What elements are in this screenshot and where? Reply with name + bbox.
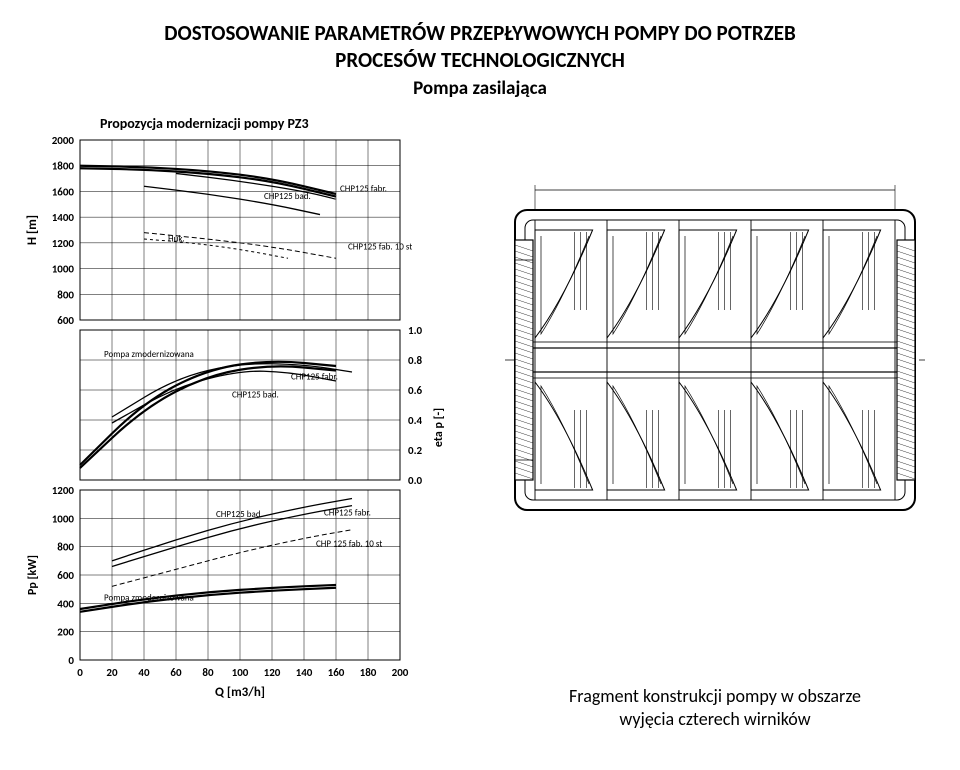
svg-text:80: 80 bbox=[202, 666, 214, 679]
svg-text:0: 0 bbox=[68, 654, 74, 667]
svg-text:0.8: 0.8 bbox=[408, 354, 423, 367]
svg-text:1600: 1600 bbox=[52, 185, 75, 198]
svg-text:200: 200 bbox=[392, 666, 409, 679]
svg-text:1000: 1000 bbox=[52, 512, 75, 525]
svg-text:0.2: 0.2 bbox=[408, 444, 423, 457]
svg-text:800: 800 bbox=[57, 288, 74, 301]
title-line1: DOSTOSOWANIE PARAMETRÓW PRZEPŁYWOWYCH PO… bbox=[164, 20, 795, 46]
svg-text:CHP125 fab. 10 st: CHP125 fab. 10 st bbox=[348, 241, 412, 252]
svg-text:1.0: 1.0 bbox=[408, 324, 423, 337]
svg-text:H [m]: H [m] bbox=[25, 215, 40, 245]
svg-text:0: 0 bbox=[77, 666, 83, 679]
svg-text:120: 120 bbox=[264, 666, 281, 679]
svg-text:CHP125 fabr.: CHP125 fabr. bbox=[340, 183, 387, 194]
svg-text:CHP125 bad.: CHP125 bad. bbox=[232, 389, 279, 400]
svg-text:1400: 1400 bbox=[52, 211, 75, 224]
svg-text:Pompa zmodernizowana: Pompa zmodernizowana bbox=[104, 592, 194, 603]
svg-text:Propozycja modernizacji pompy: Propozycja modernizacji pompy PZ3 bbox=[100, 115, 309, 132]
svg-text:600: 600 bbox=[57, 569, 74, 582]
title-line2: PROCESÓW TECHNOLOGICZNYCH bbox=[335, 47, 625, 73]
svg-text:2000: 2000 bbox=[52, 134, 75, 147]
caption-line2: wyjęcia czterech wirników bbox=[619, 708, 810, 730]
svg-text:CHP125 fabr.: CHP125 fabr. bbox=[291, 371, 338, 382]
svg-text:0.0: 0.0 bbox=[408, 474, 423, 487]
svg-text:800: 800 bbox=[57, 540, 74, 553]
svg-text:40: 40 bbox=[138, 666, 150, 679]
svg-text:0.6: 0.6 bbox=[408, 384, 423, 397]
svg-text:1200: 1200 bbox=[52, 236, 75, 249]
svg-text:CHP125 bad.: CHP125 bad. bbox=[264, 191, 311, 202]
svg-text:160: 160 bbox=[328, 666, 345, 679]
svg-text:CHP 125 fab. 10 st: CHP 125 fab. 10 st bbox=[316, 538, 382, 549]
svg-text:1000: 1000 bbox=[52, 262, 75, 275]
svg-text:CHP125 bad.: CHP125 bad. bbox=[216, 509, 263, 520]
svg-text:Q [m3/h]: Q [m3/h] bbox=[215, 685, 265, 700]
caption-line1: Fragment konstrukcji pompy w obszarze bbox=[569, 685, 861, 707]
pump-chart: Propozycja modernizacji pompy PZ36008001… bbox=[20, 110, 470, 720]
svg-text:400: 400 bbox=[57, 597, 74, 610]
svg-text:60: 60 bbox=[170, 666, 182, 679]
svg-text:1800: 1800 bbox=[52, 159, 75, 172]
svg-text:Huk.: Huk. bbox=[168, 233, 185, 244]
svg-text:0.4: 0.4 bbox=[408, 414, 423, 427]
svg-text:100: 100 bbox=[232, 666, 249, 679]
page-subtitle: Pompa zasilająca bbox=[20, 77, 940, 100]
svg-text:140: 140 bbox=[296, 666, 313, 679]
figure-caption: Fragment konstrukcji pompy w obszarze wy… bbox=[569, 685, 861, 732]
svg-text:CHP125 fabr.: CHP125 fabr. bbox=[324, 507, 371, 518]
svg-text:180: 180 bbox=[360, 666, 377, 679]
chart-panel: Propozycja modernizacji pompy PZ36008001… bbox=[20, 110, 470, 720]
pump-cross-section bbox=[505, 170, 925, 550]
svg-text:20: 20 bbox=[106, 666, 118, 679]
svg-text:1200: 1200 bbox=[52, 484, 75, 497]
svg-text:600: 600 bbox=[57, 314, 74, 327]
svg-text:200: 200 bbox=[57, 625, 74, 638]
svg-text:Pp [kW]: Pp [kW] bbox=[26, 555, 40, 595]
svg-text:eta p [-]: eta p [-] bbox=[432, 407, 446, 446]
page-title: DOSTOSOWANIE PARAMETRÓW PRZEPŁYWOWYCH PO… bbox=[20, 20, 940, 75]
svg-text:Pompa zmodernizowana: Pompa zmodernizowana bbox=[104, 349, 194, 360]
pump-cross-section-drawing bbox=[505, 170, 925, 550]
